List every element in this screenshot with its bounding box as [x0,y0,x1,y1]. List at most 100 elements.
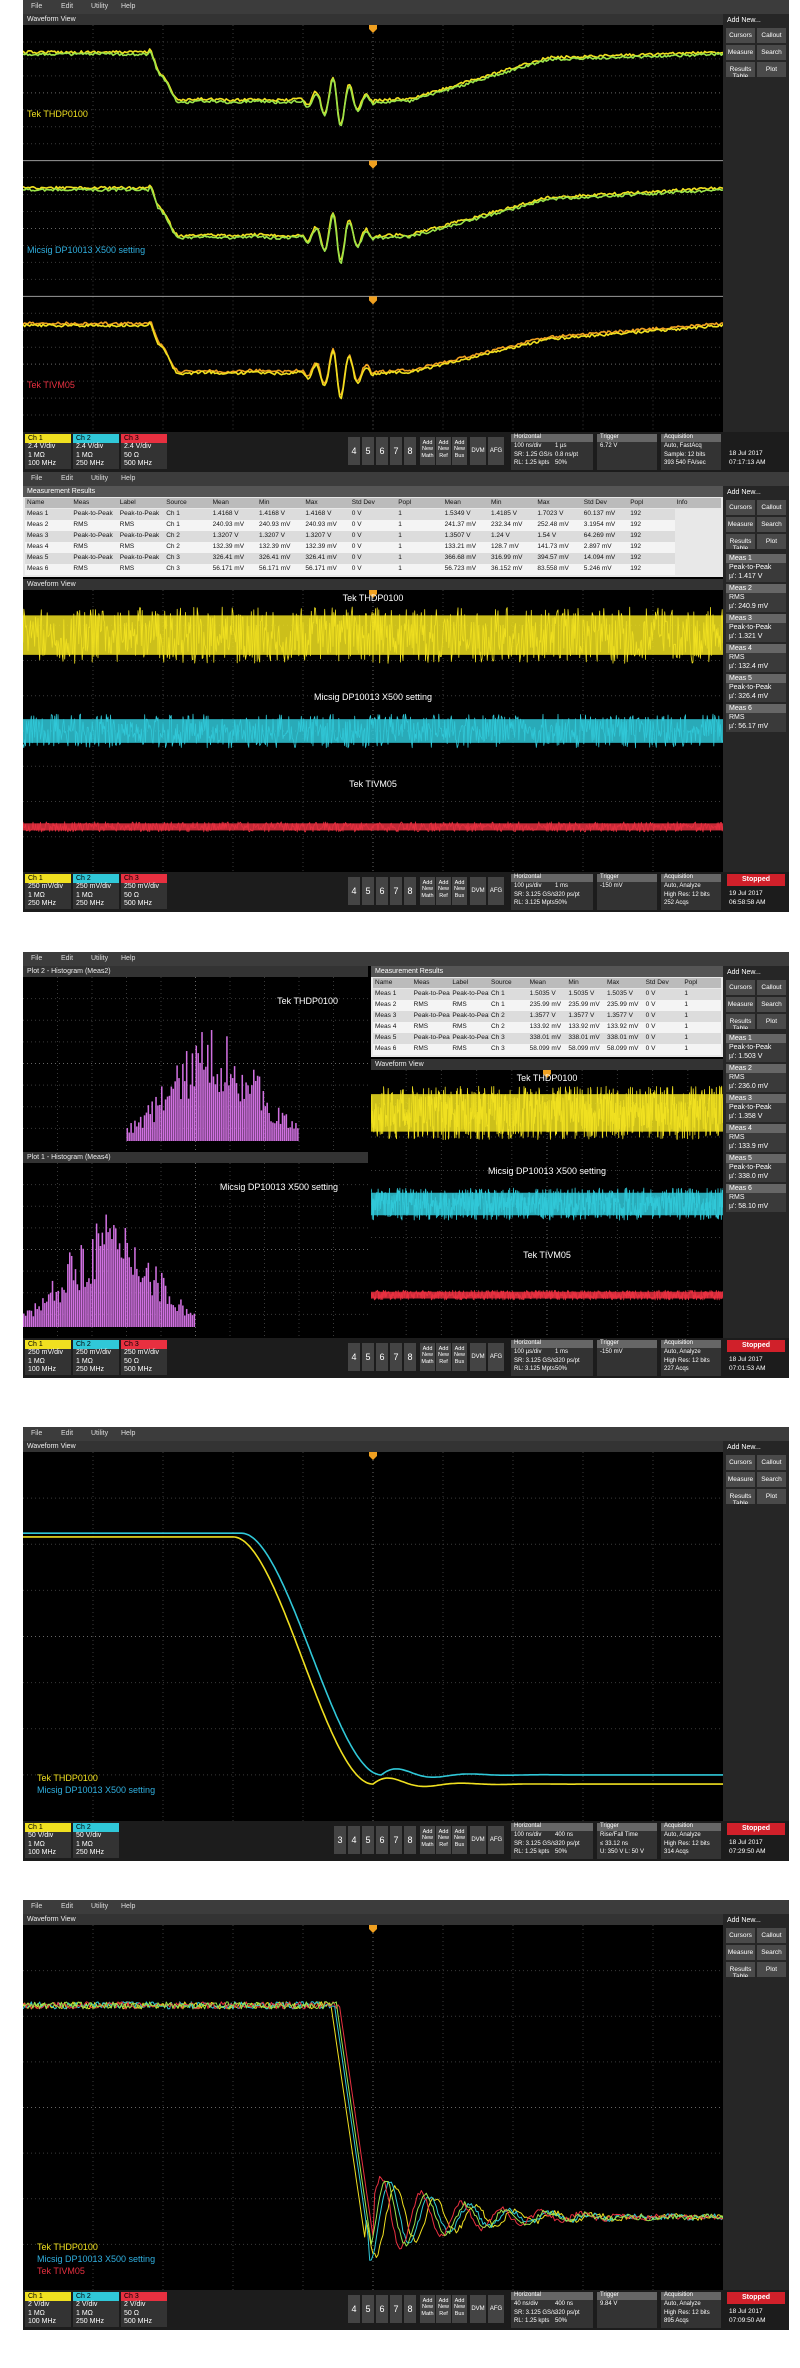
menu-item[interactable]: Utility [91,3,109,10]
channel-name[interactable]: Ch 2 [73,434,119,443]
add-button[interactable]: Add New Bus [452,1826,467,1854]
menu-item[interactable]: File [31,1430,43,1437]
channel-name[interactable]: Ch 2 [73,1340,119,1349]
side-button[interactable]: Plot [757,1014,786,1029]
channel-name[interactable]: Ch 1 [25,874,71,883]
add-button[interactable]: Add New Bus [452,1343,467,1371]
channel-button[interactable]: 6 [376,1826,388,1854]
acquisition-box[interactable]: Acquisition Auto, Analyze High Res: 12 bit… [661,874,721,910]
menu-item[interactable]: File [31,475,43,482]
channel-button[interactable]: 7 [390,1343,402,1371]
channel-button[interactable]: 3 [334,1826,346,1854]
channel-button[interactable]: 7 [390,1826,402,1854]
trigger-box[interactable]: Trigger Rise/Fall Time ≤ 33.12 ns U: 350 V … [597,1823,657,1859]
menu-item[interactable]: Edit [61,3,74,10]
side-button[interactable]: Measure [726,1472,755,1487]
side-button[interactable]: Plot [757,1489,786,1504]
side-button[interactable]: Results Table [726,62,755,77]
channel-button[interactable]: 5 [362,2295,374,2323]
horizontal-box[interactable]: Horizontal 100 ns/div 400 ns SR: 3.125 GS/s… [511,1823,593,1859]
side-button[interactable]: Measure [726,1945,755,1960]
channel-button[interactable]: 5 [362,1826,374,1854]
channel-name[interactable]: Ch 3 [121,2292,167,2301]
side-button[interactable]: Search [757,1472,786,1487]
add-button[interactable]: Add New Math [420,437,435,465]
add-button[interactable]: Add New Math [420,877,435,905]
add-button[interactable]: Add New Ref [436,1343,451,1371]
menu-item[interactable]: Help [121,475,136,482]
channel-button[interactable]: 6 [376,1343,388,1371]
horizontal-box[interactable]: Horizontal 100 µs/div 1 ms SR: 3.125 GS/s 32… [511,874,593,910]
tool-button[interactable]: AFG [488,1826,504,1854]
channel-button[interactable]: 4 [348,437,360,465]
add-button[interactable]: Add New Ref [436,2295,451,2323]
channel-button[interactable]: 5 [362,1343,374,1371]
acquisition-box[interactable]: Acquisition Auto, Analyze High Res: 12 bit… [661,1823,721,1859]
trigger-box[interactable]: Trigger 6.72 V [597,434,657,470]
channel-name[interactable]: Ch 3 [121,434,167,443]
run-status[interactable]: Stopped [727,874,785,886]
menu-item[interactable]: Edit [61,955,74,962]
side-button[interactable]: Callout [757,500,786,515]
channel-button[interactable]: 5 [362,877,374,905]
side-button[interactable]: Results Table [726,1962,755,1977]
channel-name[interactable]: Ch 3 [121,1340,167,1349]
trigger-box[interactable]: Trigger -150 mV [597,874,657,910]
side-button[interactable]: Measure [726,517,755,532]
tool-button[interactable]: AFG [488,437,504,465]
horizontal-box[interactable]: Horizontal 100 ns/div 1 µs SR: 1.25 GS/s 0.8… [511,434,593,470]
add-button[interactable]: Add New Math [420,1826,435,1854]
side-button[interactable]: Search [757,517,786,532]
channel-name[interactable]: Ch 2 [73,2292,119,2301]
menu-item[interactable]: Help [121,1903,136,1910]
add-button[interactable]: Add New Ref [436,877,451,905]
menu-item[interactable]: File [31,1903,43,1910]
channel-name[interactable]: Ch 3 [121,874,167,883]
channel-button[interactable]: 8 [404,437,416,465]
channel-button[interactable]: 7 [390,2295,402,2323]
side-button[interactable]: Results Table [726,534,755,549]
channel-button[interactable]: 8 [404,1826,416,1854]
add-button[interactable]: Add New Bus [452,437,467,465]
side-button[interactable]: Search [757,45,786,60]
side-button[interactable]: Cursors [726,1455,755,1470]
menu-item[interactable]: Utility [91,1430,109,1437]
side-button[interactable]: Plot [757,1962,786,1977]
side-button[interactable]: Cursors [726,28,755,43]
menu-item[interactable]: Edit [61,1903,74,1910]
run-status[interactable]: Stopped [727,1823,785,1835]
channel-button[interactable]: 4 [348,2295,360,2323]
tool-button[interactable]: DVM [470,437,486,465]
channel-name[interactable]: Ch 1 [25,1340,71,1349]
channel-button[interactable]: 8 [404,2295,416,2323]
acquisition-box[interactable]: Acquisition Auto, FastAcq Sample: 12 bits 3… [661,434,721,470]
add-button[interactable]: Add New Ref [436,1826,451,1854]
menu-item[interactable]: Help [121,955,136,962]
channel-name[interactable]: Ch 1 [25,2292,71,2301]
menu-item[interactable]: Utility [91,955,109,962]
run-status[interactable]: Stopped [727,2292,785,2304]
menu-item[interactable]: Utility [91,1903,109,1910]
side-button[interactable]: Cursors [726,1928,755,1943]
tool-button[interactable]: AFG [488,1343,504,1371]
acquisition-box[interactable]: Acquisition Auto, Analyze High Res: 12 bit… [661,2292,721,2328]
add-button[interactable]: Add New Bus [452,877,467,905]
tool-button[interactable]: DVM [470,877,486,905]
channel-button[interactable]: 7 [390,877,402,905]
tool-button[interactable]: AFG [488,877,504,905]
channel-button[interactable]: 8 [404,877,416,905]
side-button[interactable]: Callout [757,980,786,995]
side-button[interactable]: Callout [757,28,786,43]
side-button[interactable]: Cursors [726,500,755,515]
tool-button[interactable]: DVM [470,1826,486,1854]
side-button[interactable]: Results Table [726,1489,755,1504]
channel-name[interactable]: Ch 1 [25,434,71,443]
horizontal-box[interactable]: Horizontal 100 µs/div 1 ms SR: 3.125 GS/s 32… [511,1340,593,1376]
tool-button[interactable]: DVM [470,1343,486,1371]
channel-button[interactable]: 6 [376,2295,388,2323]
menu-item[interactable]: File [31,955,43,962]
tool-button[interactable]: DVM [470,2295,486,2323]
menu-item[interactable]: Help [121,3,136,10]
side-button[interactable]: Plot [757,62,786,77]
menu-item[interactable]: Help [121,1430,136,1437]
